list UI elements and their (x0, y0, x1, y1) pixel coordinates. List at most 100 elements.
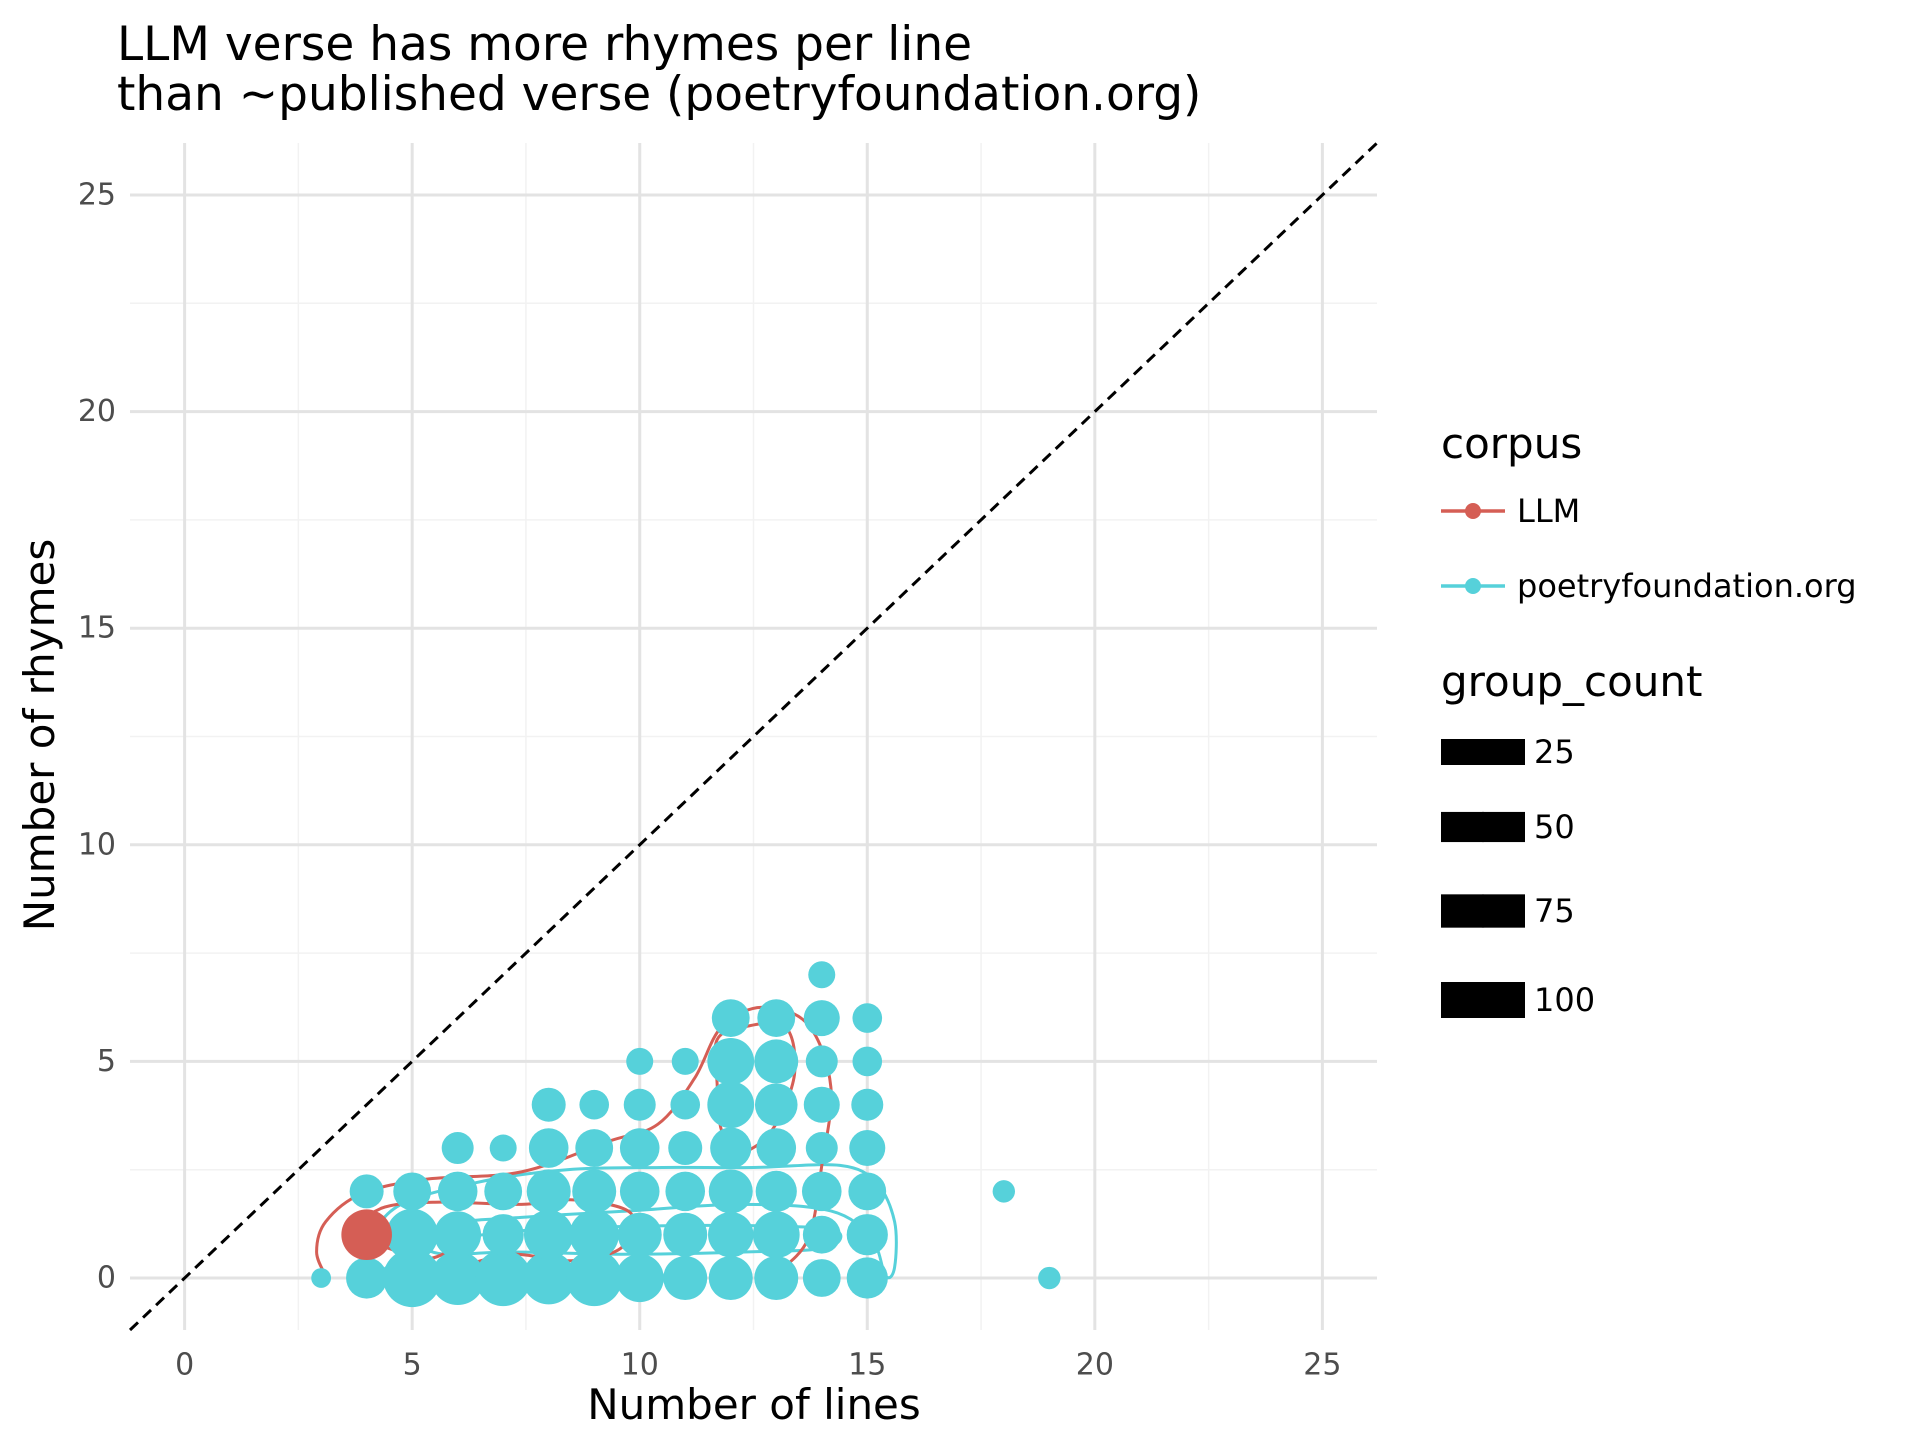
point-poetryfoundation (849, 1130, 886, 1167)
point-poetryfoundation (708, 1211, 754, 1258)
point-poetryfoundation (803, 1086, 840, 1123)
point-poetryfoundation (708, 1256, 753, 1301)
point-llm (341, 1209, 392, 1260)
point-poetryfoundation (349, 1174, 384, 1209)
point-poetryfoundation (852, 1046, 883, 1077)
point-poetryfoundation (707, 1038, 755, 1085)
point-poetryfoundation (524, 1209, 574, 1260)
legend-size-key-point (1470, 739, 1496, 765)
legend-size-label: 50 (1534, 808, 1575, 846)
legend-size-keys: 25 50 75 100 (1441, 733, 1595, 1019)
x-tick-label: 20 (1076, 1348, 1114, 1383)
point-poetryfoundation (708, 1169, 753, 1214)
point-poetryfoundation (802, 1259, 841, 1297)
point-poetryfoundation (802, 1215, 841, 1254)
point-poetryfoundation (663, 1256, 708, 1301)
point-poetryfoundation (665, 1171, 706, 1212)
point-poetryfoundation (801, 1171, 842, 1212)
legend-size-title: group_count (1441, 657, 1702, 706)
point-poetryfoundation (346, 1257, 388, 1299)
point-poetryfoundation (437, 1171, 478, 1212)
point-poetryfoundation (754, 1039, 799, 1084)
point-poetryfoundation (756, 1128, 797, 1168)
point-poetryfoundation (386, 1208, 439, 1261)
point-poetryfoundation (528, 1128, 569, 1168)
point-poetryfoundation (707, 1081, 755, 1129)
point-poetryfoundation (619, 1171, 660, 1212)
point-poetryfoundation (755, 1170, 797, 1212)
point-poetryfoundation (434, 1211, 482, 1259)
y-axis-title: Number of rhymes (15, 539, 64, 932)
point-poetryfoundation (383, 1248, 442, 1308)
chart-title-line-2: than ~published verse (poetryfoundation.… (117, 67, 1201, 122)
legend-size-label: 75 (1534, 892, 1575, 930)
y-tick-label: 15 (78, 611, 116, 646)
point-poetryfoundation (851, 1088, 884, 1121)
y-tick-label: 20 (78, 394, 116, 429)
point-poetryfoundation (615, 1253, 664, 1303)
point-poetryfoundation (846, 1257, 888, 1299)
point-poetryfoundation (430, 1251, 485, 1306)
point-poetryfoundation (670, 1089, 701, 1120)
legend-size-label: 25 (1534, 733, 1575, 771)
point-poetryfoundation (484, 1172, 523, 1211)
point-poetryfoundation (623, 1088, 656, 1121)
y-tick-label: 10 (78, 827, 116, 862)
point-poetryfoundation (531, 1087, 566, 1122)
point-poetryfoundation (663, 1212, 708, 1257)
chart-title-line-1: LLM verse has more rhymes per line (117, 17, 972, 72)
point-poetryfoundation (522, 1251, 576, 1305)
legend-label-llm: LLM (1517, 492, 1580, 530)
y-tick-label: 25 (78, 177, 116, 212)
point-poetryfoundation (805, 1132, 838, 1165)
x-tick-label: 0 (175, 1348, 194, 1383)
point-poetryfoundation (569, 1209, 619, 1260)
point-poetryfoundation (992, 1180, 1016, 1203)
x-tick-label: 25 (1303, 1348, 1341, 1383)
point-poetryfoundation (526, 1169, 571, 1214)
point-poetryfoundation (803, 1000, 840, 1037)
point-poetryfoundation (575, 1129, 614, 1167)
point-poetryfoundation (808, 961, 836, 989)
point-poetryfoundation (711, 999, 750, 1037)
point-poetryfoundation (757, 999, 796, 1037)
y-tick-label: 0 (97, 1261, 116, 1296)
tick-labels: 0 5 10 15 20 25 0 5 10 15 20 25 (78, 177, 1342, 1382)
legend: corpus LLM poetryfoundation.org group_co… (1441, 419, 1857, 1019)
point-poetryfoundation (489, 1134, 517, 1162)
point-poetryfoundation (752, 1211, 800, 1259)
point-poetryfoundation (846, 1214, 888, 1256)
point-poetryfoundation (311, 1268, 332, 1288)
legend-key-point-poetryfoundation (1465, 578, 1481, 594)
point-poetryfoundation (710, 1127, 752, 1169)
point-poetryfoundation (668, 1131, 703, 1166)
point-poetryfoundation (852, 1003, 883, 1033)
point-poetryfoundation (475, 1249, 532, 1307)
point-poetryfoundation (754, 1083, 798, 1127)
legend-size-key-point (1467, 811, 1499, 843)
data-points (311, 961, 1061, 1308)
point-poetryfoundation (1038, 1266, 1061, 1290)
x-tick-label: 15 (848, 1348, 886, 1383)
x-tick-label: 5 (403, 1348, 422, 1383)
point-poetryfoundation (671, 1047, 699, 1075)
legend-label-poetryfoundation: poetryfoundation.org (1517, 567, 1857, 605)
point-poetryfoundation (566, 1249, 623, 1307)
x-tick-label: 10 (621, 1348, 659, 1383)
legend-key-point-llm (1465, 503, 1481, 519)
point-poetryfoundation (441, 1132, 474, 1165)
legend-size-label: 100 (1534, 981, 1595, 1019)
point-poetryfoundation (848, 1172, 887, 1211)
legend-size-key-point (1465, 982, 1501, 1018)
y-tick-label: 5 (97, 1044, 116, 1079)
point-poetryfoundation (619, 1128, 660, 1168)
point-poetryfoundation (579, 1089, 610, 1120)
point-poetryfoundation (617, 1212, 662, 1257)
legend-color-title: corpus (1441, 419, 1582, 468)
point-poetryfoundation (626, 1047, 654, 1075)
point-poetryfoundation (482, 1214, 524, 1256)
point-poetryfoundation (754, 1256, 799, 1301)
point-poetryfoundation (572, 1169, 617, 1214)
point-poetryfoundation (805, 1045, 838, 1078)
